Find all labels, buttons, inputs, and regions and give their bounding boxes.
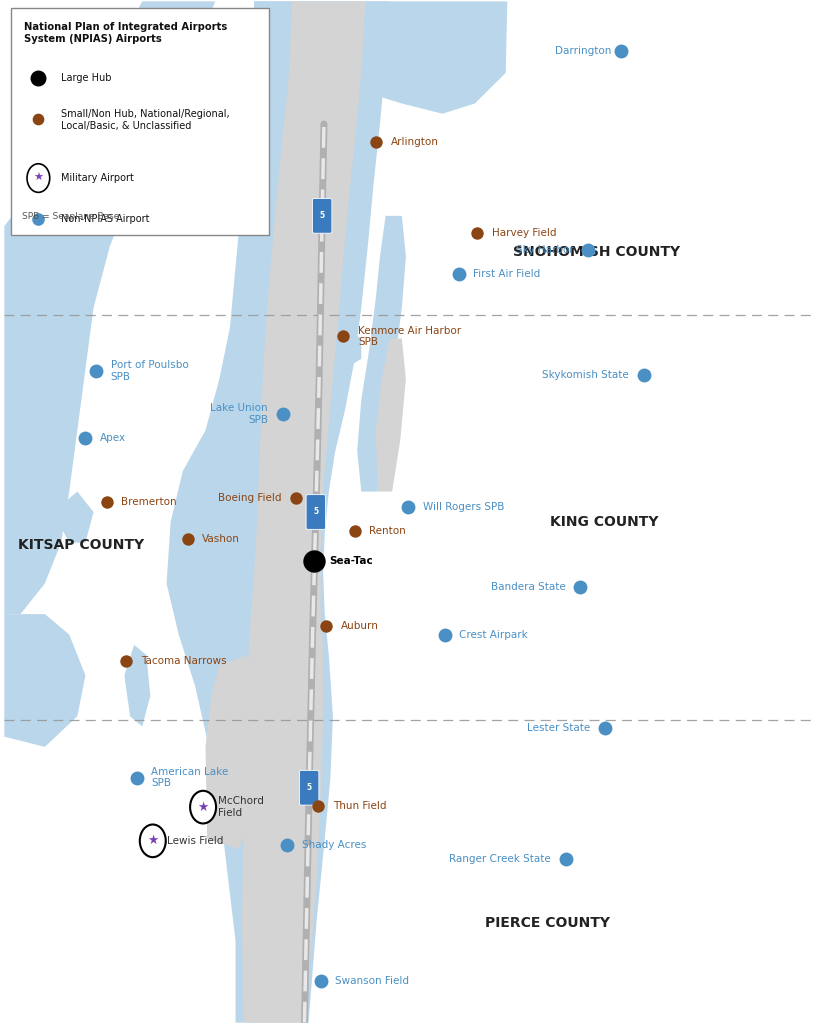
Point [315, 973, 328, 989]
Circle shape [27, 164, 50, 193]
Point [32, 111, 45, 127]
Point [312, 798, 325, 814]
Text: Bremerton: Bremerton [121, 497, 176, 507]
Text: Kenmore Air Harbor
SPB: Kenmore Air Harbor SPB [358, 326, 461, 347]
Polygon shape [4, 614, 86, 746]
Text: KING COUNTY: KING COUNTY [551, 515, 659, 529]
Text: Arlington: Arlington [391, 137, 439, 147]
Point [181, 530, 194, 547]
Text: Sky Harbor: Sky Harbor [516, 245, 574, 255]
Text: Non-NPIAS Airport: Non-NPIAS Airport [61, 214, 150, 224]
Point [452, 266, 465, 283]
Point [471, 225, 484, 242]
FancyBboxPatch shape [11, 7, 269, 236]
Text: ★: ★ [198, 801, 208, 814]
Point [319, 618, 333, 635]
Text: Lake Union
SPB: Lake Union SPB [210, 403, 268, 425]
Polygon shape [357, 216, 406, 492]
Point [32, 211, 45, 227]
Point [598, 720, 611, 736]
FancyBboxPatch shape [299, 770, 319, 805]
Text: PIERCE COUNTY: PIERCE COUNTY [485, 915, 610, 930]
Polygon shape [167, 1, 390, 1023]
Text: Shady Acres: Shady Acres [302, 840, 367, 850]
Point [276, 406, 289, 422]
Text: Bandera State: Bandera State [491, 582, 565, 592]
Circle shape [190, 791, 216, 823]
Text: Renton: Renton [369, 526, 406, 537]
Polygon shape [328, 328, 361, 369]
Polygon shape [206, 655, 252, 849]
Point [337, 328, 350, 344]
Point [438, 627, 451, 643]
Text: Boeing Field: Boeing Field [218, 493, 282, 503]
Text: Sea-Tac: Sea-Tac [328, 556, 373, 566]
Text: Ranger Creek State: Ranger Creek State [449, 854, 551, 864]
Text: First Air Field: First Air Field [473, 269, 541, 280]
Point [281, 837, 294, 853]
Point [89, 362, 102, 379]
Text: Lester State: Lester State [527, 724, 590, 733]
Text: 5: 5 [306, 783, 312, 793]
Text: Harvey Field: Harvey Field [492, 228, 556, 239]
Text: 5: 5 [313, 508, 319, 516]
Text: American Lake
SPB: American Lake SPB [151, 767, 229, 788]
Point [614, 43, 627, 59]
Text: ★: ★ [33, 173, 43, 183]
FancyBboxPatch shape [312, 199, 332, 233]
Point [574, 579, 587, 595]
Point [32, 70, 45, 86]
Point [249, 206, 262, 222]
Text: Snohomish
County: Snohomish County [183, 203, 241, 224]
Text: ★: ★ [147, 835, 158, 847]
Polygon shape [4, 1, 215, 614]
Text: Vashon: Vashon [203, 534, 240, 544]
Point [559, 851, 572, 867]
Text: Military Airport: Military Airport [61, 173, 134, 183]
Text: National Plan of Integrated Airports
System (NPIAS) Airports: National Plan of Integrated Airports Sys… [24, 22, 227, 44]
Circle shape [140, 824, 166, 857]
Text: Will Rogers SPB: Will Rogers SPB [423, 502, 504, 512]
Point [100, 494, 113, 510]
Text: Lewis Field: Lewis Field [167, 836, 224, 846]
Text: Apex: Apex [100, 433, 126, 443]
Point [369, 134, 382, 151]
Text: Large Hub: Large Hub [61, 73, 112, 83]
Polygon shape [242, 1, 365, 1023]
Text: 5: 5 [319, 211, 324, 220]
Point [348, 523, 361, 540]
Polygon shape [254, 1, 507, 114]
Polygon shape [53, 492, 93, 543]
Text: Skykomish State: Skykomish State [542, 370, 629, 380]
Polygon shape [376, 338, 406, 492]
Point [308, 553, 321, 569]
Point [582, 242, 595, 258]
Text: SPB = Seaplane Base: SPB = Seaplane Base [22, 212, 119, 221]
Point [130, 769, 143, 785]
Text: Darrington: Darrington [555, 46, 611, 56]
Text: Small/Non Hub, National/Regional,
Local/Basic, & Unclassified: Small/Non Hub, National/Regional, Local/… [61, 109, 230, 131]
Text: Tacoma Narrows: Tacoma Narrows [141, 656, 226, 666]
Text: Swanson Field: Swanson Field [335, 976, 409, 986]
Point [637, 367, 650, 383]
Point [119, 653, 132, 670]
Text: KITSAP COUNTY: KITSAP COUNTY [18, 538, 145, 552]
Point [79, 430, 92, 446]
Polygon shape [124, 645, 150, 726]
Text: SNOHOMISH COUNTY: SNOHOMISH COUNTY [513, 245, 680, 259]
Point [402, 499, 415, 515]
Text: Crest Airpark: Crest Airpark [459, 630, 529, 640]
Text: Port of Poulsbo
SPB: Port of Poulsbo SPB [110, 360, 189, 382]
FancyBboxPatch shape [306, 495, 326, 529]
Text: Auburn: Auburn [341, 622, 379, 632]
Text: McChord
Field: McChord Field [217, 797, 264, 818]
Text: Thun Field: Thun Field [333, 801, 386, 811]
Point [290, 489, 303, 506]
